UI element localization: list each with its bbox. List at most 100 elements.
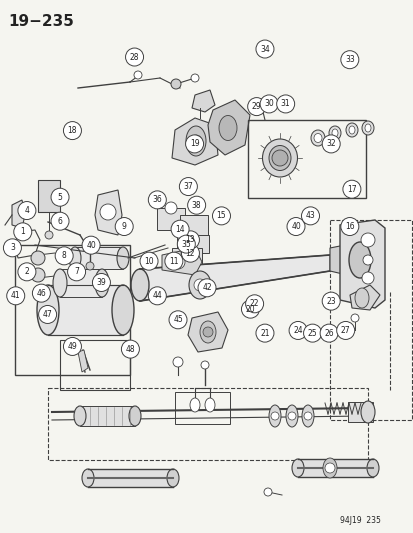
Text: 19−235: 19−235 <box>8 14 74 29</box>
Text: 40: 40 <box>290 222 300 231</box>
Polygon shape <box>171 118 218 165</box>
Bar <box>60 340 130 390</box>
Circle shape <box>86 262 94 270</box>
Circle shape <box>301 207 319 225</box>
Circle shape <box>360 233 374 247</box>
Ellipse shape <box>185 126 206 156</box>
Bar <box>180 215 207 237</box>
Text: 45: 45 <box>173 316 183 324</box>
Ellipse shape <box>53 269 67 297</box>
Text: 42: 42 <box>202 284 211 292</box>
Text: 30: 30 <box>263 100 273 108</box>
Circle shape <box>287 412 295 420</box>
Circle shape <box>362 255 372 265</box>
Text: 28: 28 <box>130 53 139 61</box>
Ellipse shape <box>310 130 324 146</box>
Ellipse shape <box>345 123 357 137</box>
Circle shape <box>194 279 206 291</box>
Circle shape <box>63 337 81 356</box>
Bar <box>171 248 202 264</box>
Circle shape <box>201 361 209 369</box>
Text: 1: 1 <box>20 228 25 236</box>
Bar <box>48 388 367 460</box>
Circle shape <box>303 412 311 420</box>
Text: 26: 26 <box>323 329 333 337</box>
Text: 5: 5 <box>57 193 62 201</box>
Polygon shape <box>78 350 88 372</box>
Ellipse shape <box>268 405 280 427</box>
Circle shape <box>51 212 69 230</box>
Bar <box>157 208 185 230</box>
Ellipse shape <box>199 321 216 343</box>
Text: 23: 23 <box>325 297 335 305</box>
Text: 33: 33 <box>344 55 354 64</box>
Polygon shape <box>329 242 359 278</box>
Ellipse shape <box>285 405 297 427</box>
Circle shape <box>197 279 216 297</box>
Bar <box>15 245 130 375</box>
Text: 41: 41 <box>11 292 21 300</box>
Circle shape <box>185 135 203 153</box>
Text: 13: 13 <box>185 236 195 244</box>
Circle shape <box>361 272 373 284</box>
Polygon shape <box>161 248 202 275</box>
Circle shape <box>247 98 265 116</box>
Circle shape <box>3 239 21 257</box>
Circle shape <box>276 95 294 113</box>
Text: 94J19  235: 94J19 235 <box>339 516 380 525</box>
Polygon shape <box>349 285 379 310</box>
Circle shape <box>38 305 57 324</box>
Circle shape <box>171 220 189 238</box>
Circle shape <box>286 217 304 236</box>
Circle shape <box>263 488 271 496</box>
Ellipse shape <box>95 269 109 297</box>
Ellipse shape <box>129 406 141 426</box>
Circle shape <box>121 340 139 358</box>
Circle shape <box>18 201 36 220</box>
Text: 46: 46 <box>36 289 46 297</box>
Bar <box>297 459 372 477</box>
Circle shape <box>85 243 95 253</box>
Text: 22: 22 <box>249 300 259 308</box>
Text: 25: 25 <box>307 329 317 337</box>
Ellipse shape <box>354 288 368 308</box>
Circle shape <box>140 252 158 270</box>
Ellipse shape <box>112 285 134 335</box>
Circle shape <box>181 231 199 249</box>
Text: 4: 4 <box>24 206 29 215</box>
Circle shape <box>271 412 278 420</box>
Circle shape <box>32 284 50 302</box>
Ellipse shape <box>262 139 297 177</box>
Text: 40: 40 <box>86 241 96 249</box>
Text: 14: 14 <box>175 225 185 233</box>
Ellipse shape <box>37 285 59 335</box>
Circle shape <box>148 191 166 209</box>
Ellipse shape <box>291 459 303 477</box>
Text: 49: 49 <box>67 342 77 351</box>
Circle shape <box>31 268 45 282</box>
Bar <box>347 402 372 422</box>
Circle shape <box>92 273 110 292</box>
Bar <box>177 235 209 253</box>
Text: 24: 24 <box>292 326 302 335</box>
Text: 8: 8 <box>62 252 66 260</box>
Circle shape <box>340 217 358 236</box>
Polygon shape <box>188 312 228 352</box>
Text: 20: 20 <box>245 305 255 313</box>
Ellipse shape <box>313 133 321 142</box>
Ellipse shape <box>131 269 149 301</box>
Circle shape <box>51 188 69 206</box>
Circle shape <box>55 247 73 265</box>
Polygon shape <box>192 90 214 112</box>
Circle shape <box>134 71 142 79</box>
Circle shape <box>324 463 334 473</box>
Text: 31: 31 <box>280 100 290 108</box>
Text: 12: 12 <box>185 249 195 257</box>
Polygon shape <box>140 255 329 301</box>
Circle shape <box>179 177 197 196</box>
Circle shape <box>67 263 85 281</box>
Ellipse shape <box>361 121 373 135</box>
Text: 9: 9 <box>121 222 126 231</box>
Ellipse shape <box>360 401 374 423</box>
Circle shape <box>319 324 337 342</box>
